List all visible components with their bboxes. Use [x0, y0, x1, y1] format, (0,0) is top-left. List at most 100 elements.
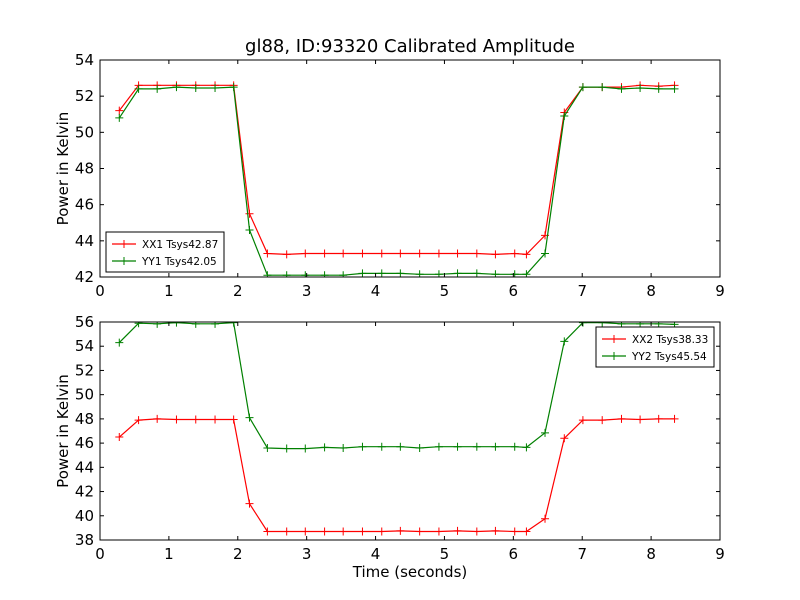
data-point	[263, 271, 272, 277]
data-point	[453, 526, 462, 535]
series-line	[118, 322, 675, 450]
data-point	[617, 84, 626, 93]
data-point	[320, 249, 329, 258]
y-tick-label: 54	[75, 51, 94, 69]
data-point	[598, 322, 607, 327]
data-point	[510, 442, 519, 451]
data-point	[229, 83, 238, 92]
data-point	[636, 84, 645, 93]
data-point	[434, 249, 443, 258]
data-point	[617, 414, 626, 423]
plot-frame	[99, 321, 721, 541]
y-tick-label: 44	[75, 232, 94, 250]
data-point	[522, 443, 531, 452]
data-point	[191, 415, 200, 424]
data-point	[415, 443, 424, 452]
data-point	[134, 416, 143, 425]
x-tick-label: 7	[577, 545, 587, 563]
x-axis-label: Time (seconds)	[352, 563, 468, 581]
top-plot: 0 1 2 3 4 5 6 7 8 9 42 44 46 48 50 52 54 Power in Kelvin X…	[54, 51, 725, 300]
legend-label: YY2 Tsys45.54	[631, 351, 707, 363]
data-point	[415, 527, 424, 536]
x-tick-label: 2	[233, 545, 243, 563]
y-axis-label: Power in Kelvin	[54, 374, 72, 488]
data-point	[172, 322, 181, 327]
data-point	[211, 84, 220, 93]
data-point	[153, 414, 162, 423]
data-point	[263, 527, 272, 536]
data-point	[320, 271, 329, 277]
legend-label: XX2 Tsys38.33	[632, 334, 708, 346]
legend-label: XX1 Tsys42.87	[142, 239, 218, 251]
data-point	[377, 249, 386, 258]
data-point	[358, 527, 367, 536]
y-tick-label: 50	[75, 386, 94, 404]
data-point	[211, 322, 220, 328]
data-point	[396, 442, 405, 451]
data-point	[358, 269, 367, 277]
data-point	[510, 527, 519, 536]
data-point	[491, 442, 500, 451]
data-point	[245, 413, 254, 422]
x-tick-label: 5	[440, 282, 450, 300]
x-tick-label: 8	[646, 282, 656, 300]
y-tick-label: 48	[75, 410, 94, 428]
data-point	[339, 271, 348, 277]
data-point	[263, 443, 272, 452]
x-tick-label: 8	[646, 545, 656, 563]
y-tick-label: 54	[75, 337, 94, 355]
data-point	[560, 112, 569, 121]
data-point	[282, 527, 291, 536]
data-point	[453, 442, 462, 451]
data-point	[229, 322, 238, 327]
legend: XX1 Tsys42.87 YY1 Tsys42.05	[105, 231, 225, 273]
data-point	[522, 250, 531, 259]
data-point	[377, 442, 386, 451]
data-point	[598, 83, 607, 92]
data-point	[115, 338, 124, 347]
x-tick-label: 3	[302, 545, 312, 563]
data-point	[654, 414, 663, 423]
data-point	[472, 249, 481, 258]
data-point	[578, 322, 587, 327]
data-point	[134, 84, 143, 93]
legend-box	[595, 326, 715, 368]
data-point	[617, 322, 626, 328]
data-point	[396, 249, 405, 258]
data-point	[229, 415, 238, 424]
data-point	[670, 414, 679, 423]
y-tick-label: 44	[75, 458, 94, 476]
x-tick-label: 4	[371, 545, 381, 563]
data-point	[598, 416, 607, 425]
y-tick-label: 56	[75, 313, 94, 331]
data-point	[211, 415, 220, 424]
data-point	[541, 428, 550, 437]
y-tick-label: 42	[75, 483, 94, 501]
legend-marker	[610, 335, 618, 343]
x-tick-label: 0	[95, 545, 105, 563]
data-point	[301, 444, 310, 453]
x-tick-label: 6	[509, 545, 519, 563]
data-point	[541, 514, 550, 523]
x-tick-label: 1	[164, 545, 174, 563]
y-tick-label: 38	[75, 531, 94, 549]
y-tick-label: 46	[75, 434, 94, 452]
y-tick-label: 52	[75, 361, 94, 379]
series-2	[115, 83, 679, 277]
data-point	[301, 271, 310, 277]
data-point	[282, 250, 291, 259]
y-tick-label: 50	[75, 123, 94, 141]
legend-marker	[120, 240, 128, 248]
x-tick-label: 6	[509, 282, 519, 300]
data-point	[172, 415, 181, 424]
y-tick-label: 40	[75, 507, 94, 525]
data-point	[636, 415, 645, 424]
y-tick-label: 52	[75, 87, 94, 105]
data-point	[541, 249, 550, 258]
data-point	[301, 527, 310, 536]
x-tick-label: 0	[95, 282, 105, 300]
data-point	[245, 209, 254, 218]
x-tick-label: 9	[715, 545, 725, 563]
